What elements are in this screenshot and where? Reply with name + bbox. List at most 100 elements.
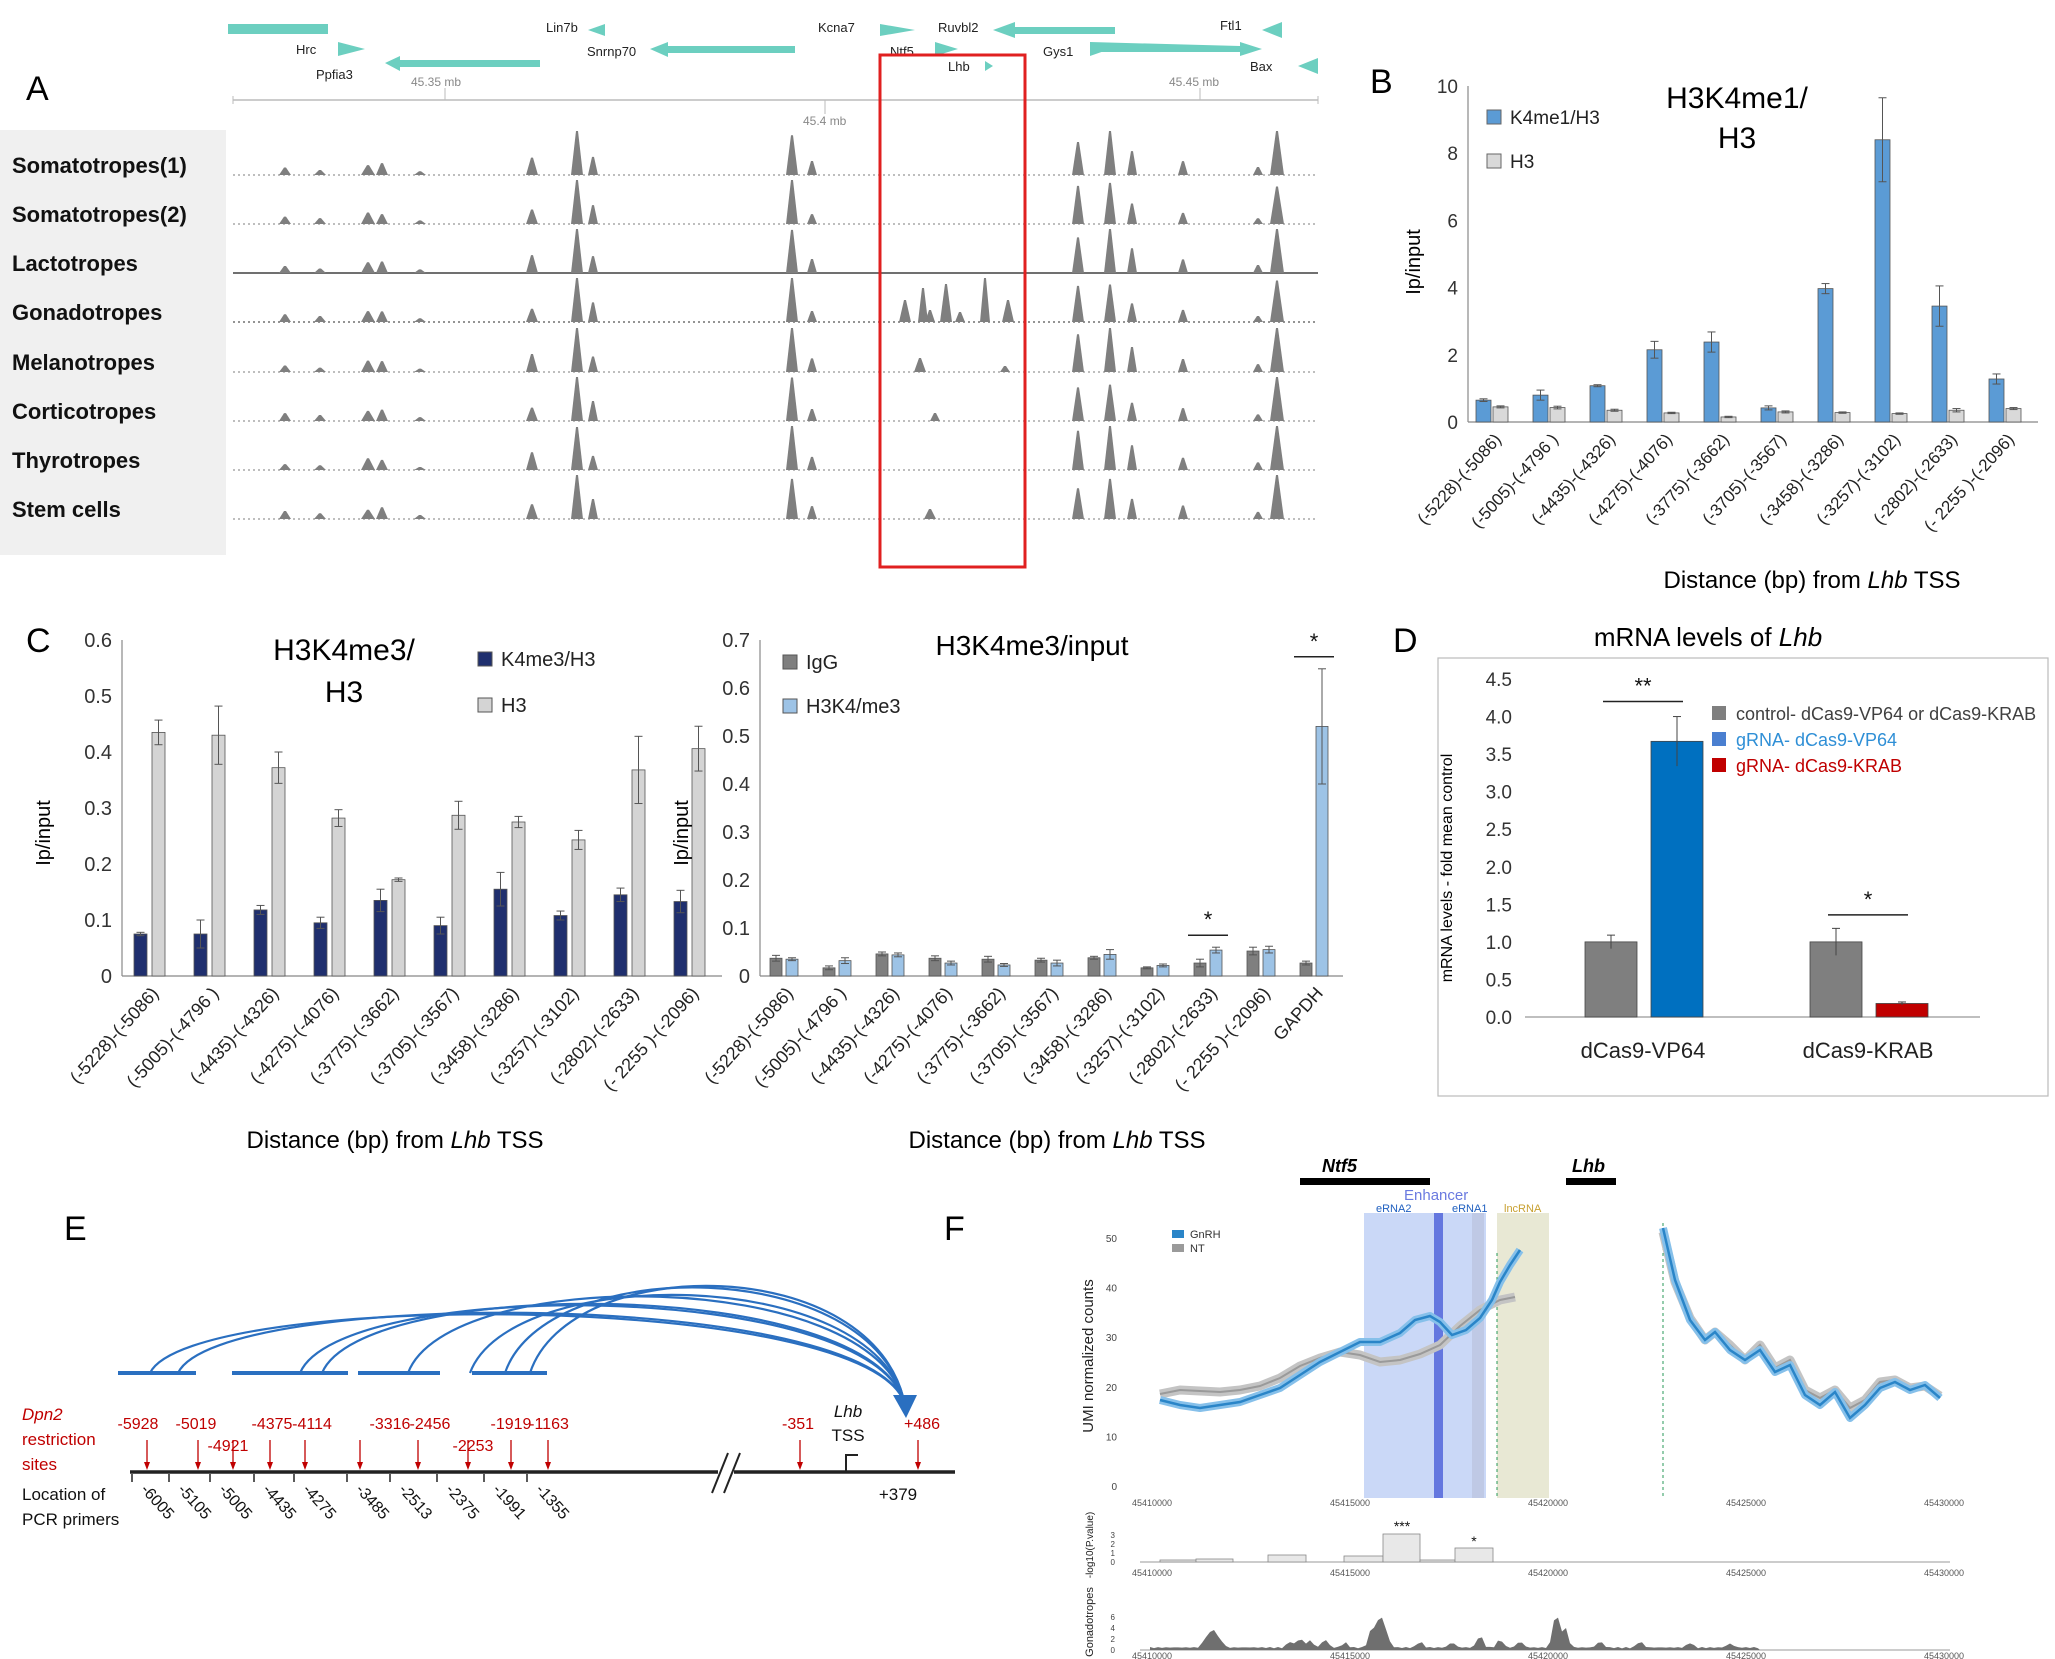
panel-letter-f: F: [944, 1210, 965, 1248]
gene-label-ppfia3: Ppfia3: [316, 67, 353, 82]
signal-peak: [1253, 167, 1263, 175]
f-y-tick: 30: [1106, 1333, 1118, 1344]
bar: [1988, 378, 2005, 423]
signal-peak: [1072, 185, 1084, 224]
y-tick-label: 0: [1447, 413, 1458, 434]
legend-label: gRNA- dCas9-KRAB: [1736, 756, 1902, 776]
signal-peak: [526, 504, 538, 519]
signal-peak: [1072, 141, 1084, 175]
chart-d: 0.0 0.5 1.0 1.5 2.0 2.5 3.0 3.5 4.0 4.5 dCas9-VP64…: [1437, 657, 2049, 1097]
primer-label: -2513: [395, 1481, 435, 1523]
bar: [1475, 399, 1492, 423]
signal-peak: [1178, 359, 1188, 372]
signal-peak: [924, 509, 936, 519]
restriction-arrowhead: [508, 1462, 514, 1470]
signal-peak: [1253, 414, 1263, 421]
signal-peak: [1072, 285, 1084, 322]
y-tick-label: 0.1: [722, 918, 750, 940]
gene-bax-arrow: [1298, 58, 1318, 74]
chart-c-right: 0 0.1 0.2 0.3 0.4 0.5 0.6 0.7 (-5228)-(-5086)(-5…: [700, 629, 1343, 1095]
bar: [211, 734, 226, 977]
signal-peak: [1127, 248, 1137, 273]
signal-peak: [571, 131, 583, 175]
restriction-arrowhead: [302, 1462, 308, 1470]
restriction-arrowhead: [797, 1462, 803, 1470]
restriction-arrowhead: [545, 1462, 551, 1470]
bar: [133, 933, 148, 977]
signal-peak: [588, 356, 598, 372]
signal-peak: [1178, 505, 1188, 519]
p-x-tick: 45410000: [1132, 1568, 1172, 1578]
signal-peak: [414, 466, 426, 470]
legend-swatch: [782, 654, 798, 670]
signal-peak: [376, 311, 388, 322]
signal-peak: [1270, 280, 1284, 322]
signal-tracks: [233, 131, 1318, 520]
chart-b-xlabel: Distance (bp) from Lhb TSS: [1663, 567, 1960, 594]
signal-peak: [1127, 347, 1137, 372]
restriction-label: -3316: [370, 1416, 411, 1433]
signal-peak: [807, 259, 817, 273]
signal-peak: [526, 354, 538, 372]
tss-gene: Lhb: [834, 1402, 862, 1421]
lncrna-label: lncRNA: [1504, 1203, 1542, 1215]
signal-peak: [279, 216, 291, 224]
bar: [1650, 740, 1704, 1018]
x-tick-label: GAPDH: [1269, 983, 1327, 1044]
signal-peak: [376, 361, 388, 372]
signal-peak: [1178, 259, 1188, 273]
chart-c-left-title-line2: H3: [325, 676, 363, 709]
dpn2-caption: Dpn2 restriction sites: [22, 1405, 96, 1474]
interaction-arc: [468, 1293, 907, 1406]
signal-peak: [1072, 387, 1084, 421]
panel-d: D mRNA levels of Lhb mRNA levels - fold …: [1393, 622, 2049, 1097]
legend-label: K4me3/H3: [501, 649, 596, 671]
signal-peak: [571, 278, 583, 322]
coordinate-axis: 45.35 mb 45.4 mb 45.45 mb: [232, 75, 1319, 128]
p-x-tick: 45420000: [1528, 1568, 1568, 1578]
x-tick-label: (-5005)-(-4796 ): [750, 983, 850, 1091]
panel-letter-c: C: [26, 622, 51, 660]
gnrh-curve: [1159, 1249, 1522, 1410]
bar: [1492, 406, 1509, 423]
bar: [691, 748, 706, 977]
gene-gys1-bar: [1090, 42, 1262, 56]
restriction-label: -4114: [292, 1416, 332, 1433]
panel-letter-e: E: [64, 1210, 87, 1248]
gene-ppfia3-arrow: [338, 42, 365, 56]
bar: [1209, 949, 1223, 977]
restriction-label: -5928: [118, 1416, 159, 1433]
bar: [571, 839, 586, 977]
x-tick-label: dCas9-VP64: [1581, 1038, 1706, 1063]
signal-peak: [414, 269, 426, 273]
signal-peak: [786, 229, 798, 273]
bar: [1777, 411, 1794, 423]
signal-peak: [807, 358, 817, 372]
signal-peak: [1104, 426, 1116, 470]
y-tick-label: 1.5: [1486, 895, 1512, 916]
legend-label: gRNA- dCas9-VP64: [1736, 730, 1897, 750]
legend-label: H3K4/me3: [806, 696, 901, 718]
panel-b: B H3K4me1/ H3 Ip/input 0246810(-5228)-(-…: [1370, 63, 2038, 594]
signal-peak: [1253, 364, 1263, 372]
signal-peak: [1104, 478, 1116, 519]
signal-peak: [980, 278, 990, 322]
p-x-tick: 45415000: [1330, 1568, 1370, 1578]
x-tick-label: (-5228)-(-5086): [700, 983, 797, 1087]
signal-peak: [376, 459, 388, 470]
primer-label: -5105: [174, 1481, 214, 1523]
signal-peak: [786, 377, 798, 421]
chart-c-right-ylabel: Ip/input: [671, 800, 693, 866]
y-tick-label: 0.6: [84, 630, 112, 652]
y-tick-label: 0.1: [84, 910, 112, 932]
signal-peak: [361, 458, 375, 470]
interaction-arc: [320, 1302, 907, 1406]
signal-peak: [940, 284, 952, 322]
track-label: Thyrotropes: [12, 448, 140, 473]
signal-peak: [1127, 303, 1137, 322]
signal-peak: [1178, 309, 1188, 322]
bar: [1703, 341, 1720, 423]
bar: [253, 909, 268, 977]
signal-peak: [1253, 462, 1263, 470]
y-tick-label: 0.5: [1486, 970, 1512, 991]
